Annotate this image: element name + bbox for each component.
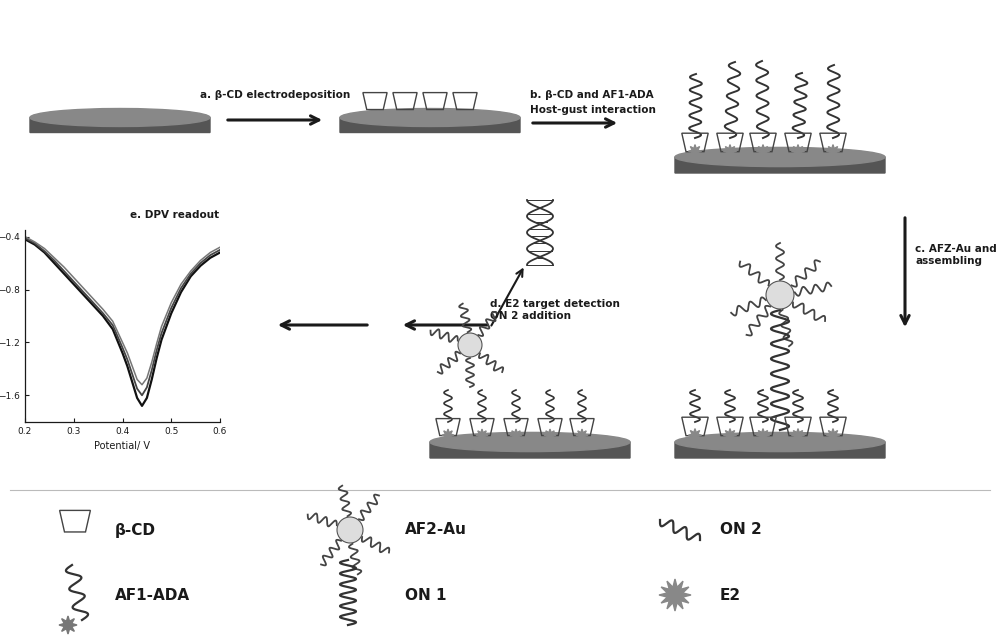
Circle shape — [766, 281, 794, 309]
Polygon shape — [544, 429, 556, 441]
Polygon shape — [476, 429, 488, 441]
Circle shape — [337, 517, 363, 543]
FancyBboxPatch shape — [30, 118, 210, 132]
Text: b. β-CD and AF1-ADA: b. β-CD and AF1-ADA — [530, 90, 654, 100]
FancyBboxPatch shape — [340, 118, 520, 132]
FancyBboxPatch shape — [675, 157, 885, 173]
Text: AF2-Au: AF2-Au — [405, 523, 467, 537]
Ellipse shape — [675, 433, 885, 452]
Text: e. DPV readout: e. DPV readout — [130, 210, 220, 220]
Polygon shape — [723, 144, 737, 158]
Polygon shape — [723, 429, 737, 442]
Text: ON 2: ON 2 — [720, 523, 762, 537]
Ellipse shape — [340, 109, 520, 127]
Polygon shape — [442, 429, 454, 441]
Circle shape — [458, 333, 482, 357]
Polygon shape — [659, 579, 691, 611]
Polygon shape — [756, 144, 770, 158]
Polygon shape — [826, 429, 840, 442]
Ellipse shape — [675, 148, 885, 167]
Polygon shape — [59, 616, 77, 634]
FancyBboxPatch shape — [675, 442, 885, 458]
Text: a. β-CD electrodeposition: a. β-CD electrodeposition — [200, 90, 350, 100]
X-axis label: Potential/ V: Potential/ V — [94, 441, 150, 451]
Text: c. AFZ-Au and ON 1
assembling: c. AFZ-Au and ON 1 assembling — [915, 244, 1000, 266]
Polygon shape — [688, 429, 702, 442]
Polygon shape — [756, 429, 770, 442]
Ellipse shape — [30, 109, 210, 127]
Polygon shape — [688, 144, 702, 158]
Text: Host-gust interaction: Host-gust interaction — [530, 105, 656, 115]
Polygon shape — [791, 429, 805, 442]
Polygon shape — [510, 429, 522, 441]
Polygon shape — [576, 429, 588, 441]
Polygon shape — [826, 144, 840, 158]
Text: β-CD: β-CD — [115, 523, 156, 537]
Text: AF1-ADA: AF1-ADA — [115, 587, 190, 603]
Text: E2: E2 — [720, 587, 741, 603]
Ellipse shape — [430, 433, 630, 452]
Text: ON 1: ON 1 — [405, 587, 446, 603]
Text: d. E2 target detection
ON 2 addition: d. E2 target detection ON 2 addition — [490, 299, 620, 321]
Polygon shape — [791, 144, 805, 158]
FancyBboxPatch shape — [430, 442, 630, 458]
